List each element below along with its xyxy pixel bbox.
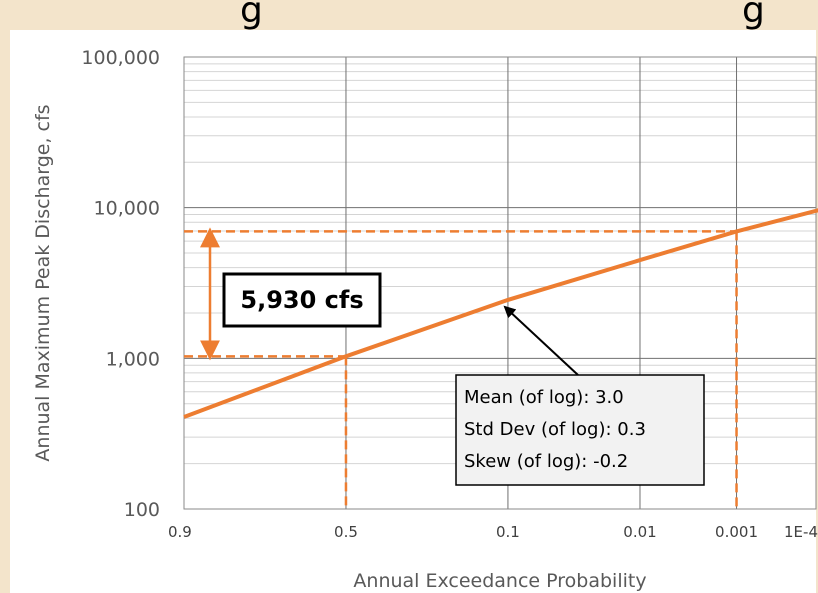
y-tick-labels: 100 1,000 10,000 100,000 xyxy=(81,47,160,521)
y-tick-label: 100 xyxy=(124,499,160,521)
y-tick-label: 10,000 xyxy=(94,198,160,220)
reference-lines xyxy=(184,230,738,509)
stats-line: Mean (of log): 3.0 xyxy=(464,387,624,408)
x-tick-label: 0.9 xyxy=(168,523,192,541)
y-axis-label: Annual Maximum Peak Discharge, cfs xyxy=(32,104,54,461)
x-tick-labels: 0.9 0.5 0.1 0.01 0.001 1E-4 xyxy=(168,523,818,541)
difference-label: 5,930 cfs xyxy=(240,286,363,314)
x-tick-label: 0.5 xyxy=(334,523,358,541)
stats-box xyxy=(455,374,705,486)
stats-line: Std Dev (of log): 0.3 xyxy=(464,419,646,440)
x-tick-label: 1E-4 xyxy=(784,523,818,541)
y-tick-label: 1,000 xyxy=(106,348,160,370)
difference-label-box xyxy=(222,272,382,328)
title-fragment-1: g xyxy=(240,0,263,31)
annotation-layer: 5,930 cfs Mean (of log): 3.0 Std Dev (of l… xyxy=(200,227,705,486)
series-layer xyxy=(183,208,818,419)
stats-line: Skew (of log): -0.2 xyxy=(464,451,628,472)
plot-frame xyxy=(183,56,817,510)
x-axis-label: Annual Exceedance Probability xyxy=(353,570,646,592)
x-tick-label: 0.01 xyxy=(623,523,656,541)
stats-pointer-arrow xyxy=(503,305,579,376)
title-fragment-2: g xyxy=(742,0,765,31)
y-tick-label: 100,000 xyxy=(81,47,160,69)
x-tick-label: 0.001 xyxy=(715,523,758,541)
x-tick-label: 0.1 xyxy=(496,523,520,541)
frequency-curve xyxy=(183,208,818,419)
